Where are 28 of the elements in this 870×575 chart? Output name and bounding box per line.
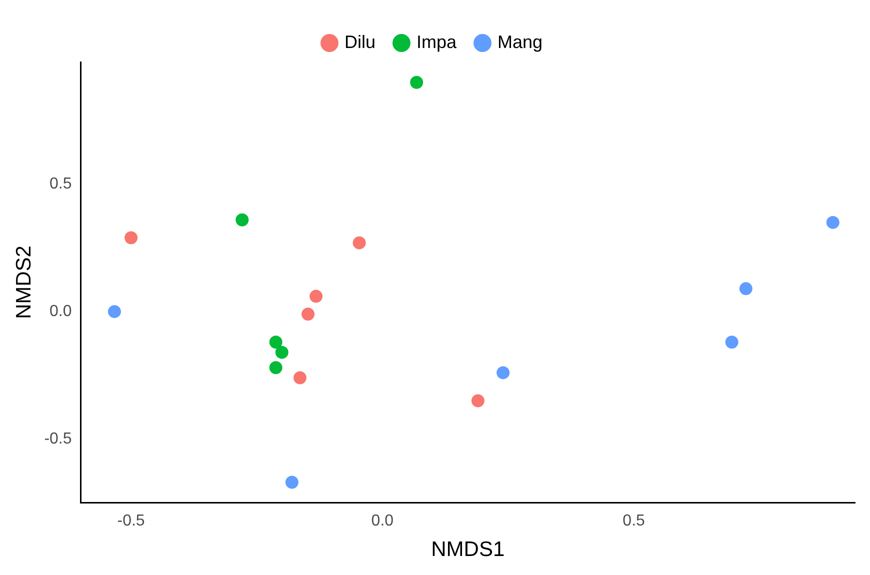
point [124,231,138,244]
point [236,213,249,226]
point [293,371,306,384]
point [269,361,282,374]
x-tick-label: 0.0 [371,512,394,530]
y-tick-label: 0.0 [50,302,72,320]
point [725,336,738,349]
x-axis-title: NMDS1 [431,538,505,562]
point [275,346,288,359]
legend-label: Mang [498,32,543,52]
point [269,336,282,349]
point [739,282,752,296]
x-tick-label: -0.5 [117,512,145,530]
point [496,366,510,380]
y-tick-label: -0.5 [44,430,72,448]
y-axis-title: NMDS2 [12,246,36,320]
point [826,216,840,229]
y-tick-label: 0.5 [50,176,72,193]
point [108,305,121,318]
point [302,308,315,321]
point [410,76,424,89]
legend-label: Dilu [344,32,376,52]
point [310,290,323,303]
x-tick-label: 0.5 [622,512,646,530]
point [352,236,366,250]
point [285,476,298,489]
point [471,394,484,408]
legend-label: Impa [416,32,458,52]
